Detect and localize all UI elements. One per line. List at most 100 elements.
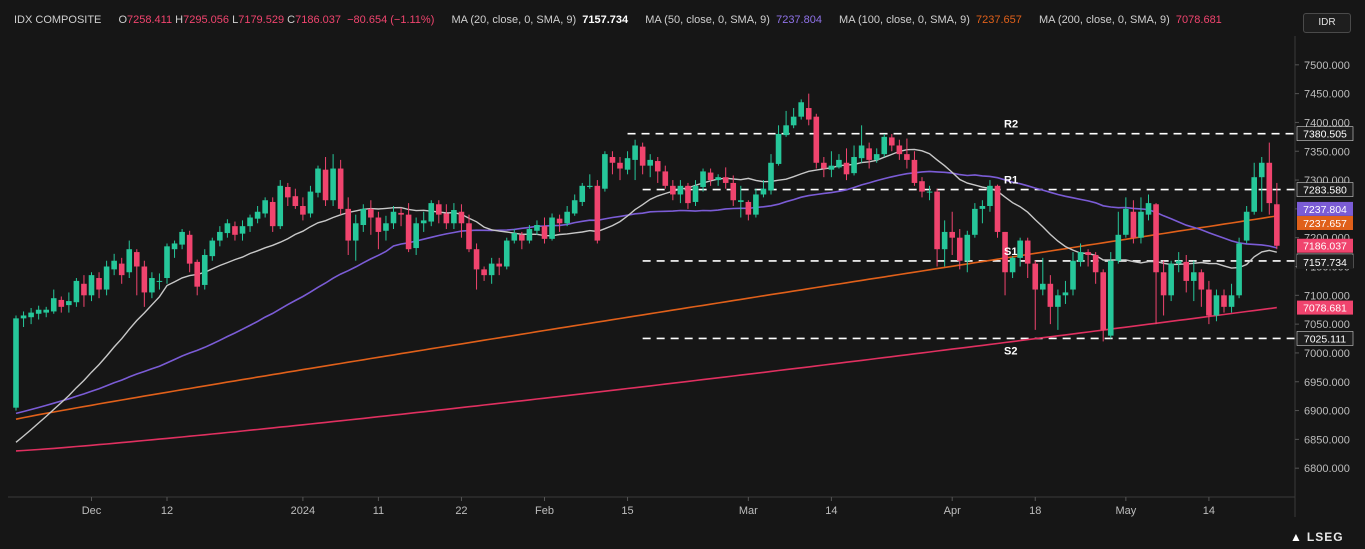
candle-down [186, 234, 193, 264]
level-name-s2: S2 [1004, 345, 1017, 357]
candle-up [111, 260, 117, 270]
x-tick-label: 2024 [291, 505, 315, 517]
x-tick-label: 14 [825, 505, 837, 517]
open-label: O [118, 14, 128, 26]
candle-down [1198, 272, 1205, 290]
candle-down [292, 196, 299, 206]
candle-down [473, 249, 480, 270]
candle-up [1115, 234, 1122, 261]
candle-down [730, 182, 737, 201]
high-value: 7295.056 [183, 14, 230, 26]
candle-down [345, 208, 351, 241]
candle-down [556, 218, 563, 224]
ma20-line [15, 148, 1277, 443]
candle-down [1274, 204, 1280, 246]
lseg-logo: ▲ LSEG [1290, 530, 1344, 544]
y-tick-label: 7500.000 [1304, 60, 1350, 72]
level-price-box [1296, 182, 1354, 197]
level-price-label: 7283.580 [1303, 185, 1347, 197]
price-tag-box [1297, 201, 1353, 216]
candle-up [775, 133, 782, 164]
candle-up [972, 208, 978, 235]
candle-up [534, 225, 540, 231]
candle-up [1168, 263, 1174, 296]
candle-up [836, 159, 842, 168]
candle-up [50, 298, 57, 312]
candle-up [753, 194, 759, 215]
price-tag-label: 7237.657 [1303, 218, 1347, 230]
candle-down [81, 283, 87, 296]
candle-down [1130, 211, 1137, 238]
candle-up [1258, 162, 1265, 178]
candle-down [594, 185, 601, 241]
candle-down [481, 269, 487, 276]
candle-up [103, 266, 110, 290]
candle-down [458, 211, 465, 224]
candle-up [579, 185, 586, 202]
level-price-label: 7380.505 [1303, 129, 1347, 141]
candle-up [979, 205, 986, 209]
candle-down [1153, 204, 1159, 273]
candle-up [201, 254, 208, 285]
candle-up [851, 157, 857, 174]
candle-down [436, 204, 442, 215]
x-tick-label: May [1115, 505, 1136, 517]
candle-down [1024, 240, 1031, 264]
candle-up [1062, 292, 1069, 296]
candle-up [352, 223, 359, 241]
candle-up [926, 191, 933, 193]
candle-up [1213, 295, 1220, 316]
candle-down [285, 186, 291, 198]
candle-down [662, 171, 669, 186]
candle-up [964, 234, 971, 261]
candle-up [828, 165, 835, 170]
candle-up [587, 185, 593, 187]
candle-up [715, 177, 721, 181]
change-value: −80.654 (−1.11%) [347, 14, 435, 26]
candle-down [1085, 252, 1091, 255]
low-label: L [232, 14, 239, 26]
price-tag-box [1297, 238, 1353, 253]
candle-down [541, 226, 548, 239]
symbol-name: IDX COMPOSITE [14, 14, 102, 26]
ma100-value: 7237.657 [976, 14, 1022, 26]
candle-down [269, 201, 276, 227]
candle-down [843, 162, 850, 175]
candle-up [28, 312, 34, 318]
level-price-label: 7025.111 [1304, 333, 1346, 345]
candle-down [368, 208, 374, 218]
candle-up [13, 318, 19, 408]
y-tick-label: 7350.000 [1304, 146, 1350, 158]
candle-up [1243, 211, 1250, 241]
candle-down [1002, 231, 1008, 273]
candle-up [390, 211, 397, 224]
candle-up [420, 220, 427, 224]
currency-button[interactable]: IDR [1303, 13, 1351, 33]
candle-up [149, 278, 155, 293]
x-tick-label: Apr [944, 505, 961, 517]
candle-up [873, 154, 880, 160]
candle-up [503, 240, 510, 267]
level-price-box [1296, 331, 1354, 346]
candle-down [609, 157, 616, 163]
candle-down [670, 185, 676, 195]
candle-down [654, 161, 661, 172]
y-tick-label: 6800.000 [1304, 463, 1350, 475]
candle-down [1221, 295, 1227, 307]
lseg-mark-icon: ▲ [1290, 530, 1303, 544]
candle-up [451, 210, 457, 224]
candle-up [164, 246, 170, 279]
candle-up [247, 217, 253, 227]
candle-up [330, 168, 336, 201]
brand-label: LSEG [1306, 530, 1344, 544]
candle-up [1009, 257, 1016, 273]
candle-down [707, 172, 714, 181]
level-name-r2: R2 [1004, 119, 1018, 131]
candle-up [549, 217, 555, 239]
candle-up [35, 309, 42, 314]
candle-down [685, 185, 691, 204]
candle-down [994, 185, 1001, 232]
x-tick-label: 11 [373, 505, 384, 517]
close-label: C [287, 14, 296, 26]
candle-up [488, 263, 495, 276]
